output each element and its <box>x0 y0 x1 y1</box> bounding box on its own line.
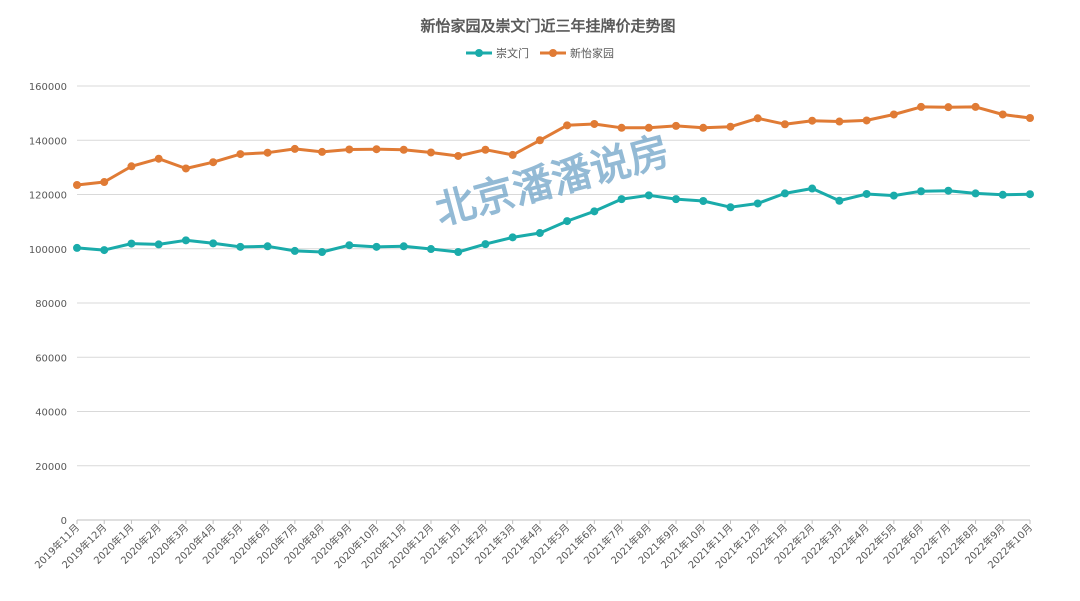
data-point[interactable] <box>345 241 354 250</box>
data-point[interactable] <box>535 229 544 238</box>
data-point[interactable] <box>181 236 190 245</box>
data-point[interactable] <box>753 199 762 208</box>
data-point[interactable] <box>998 110 1007 119</box>
data-point[interactable] <box>399 242 408 251</box>
legend: 崇文门 新怡家园 <box>466 46 614 60</box>
data-point[interactable] <box>290 246 299 255</box>
data-point[interactable] <box>263 148 272 157</box>
svg-text:崇文门: 崇文门 <box>496 46 529 60</box>
data-point[interactable] <box>263 242 272 251</box>
data-point[interactable] <box>508 150 517 159</box>
y-tick-label: 140000 <box>29 136 67 147</box>
legend-marker-icon <box>549 49 557 57</box>
data-point[interactable] <box>481 240 490 249</box>
y-axis: 0 20000 40000 60000 80000 100000 120000 140000 1… <box>29 82 67 527</box>
data-point[interactable] <box>944 186 953 195</box>
data-point[interactable] <box>917 102 926 111</box>
legend-marker-icon <box>475 49 483 57</box>
y-tick-label: 60000 <box>35 353 67 364</box>
data-point[interactable] <box>617 123 626 132</box>
data-point[interactable] <box>699 123 708 132</box>
data-point[interactable] <box>399 145 408 154</box>
series-chongwenmen <box>73 184 1034 257</box>
data-point[interactable] <box>672 121 681 130</box>
data-point[interactable] <box>808 184 817 193</box>
data-point[interactable] <box>426 245 435 254</box>
data-point[interactable] <box>617 195 626 204</box>
x-axis: 2019年11月2019年12月2020年1月2020年2月2020年3月202… <box>32 519 1035 571</box>
data-point[interactable] <box>236 242 245 251</box>
data-point[interactable] <box>971 189 980 198</box>
data-point[interactable] <box>508 233 517 242</box>
data-point[interactable] <box>181 164 190 173</box>
data-point[interactable] <box>563 121 572 130</box>
data-point[interactable] <box>753 114 762 123</box>
data-point[interactable] <box>209 239 218 248</box>
chart-title: 新怡家园及崇文门近三年挂牌价走势图 <box>420 17 675 35</box>
data-point[interactable] <box>73 243 81 252</box>
data-point[interactable] <box>780 189 789 198</box>
data-point[interactable] <box>481 145 490 154</box>
data-point[interactable] <box>726 203 735 212</box>
data-point[interactable] <box>372 145 381 154</box>
y-tick-label: 80000 <box>35 299 67 310</box>
data-point[interactable] <box>889 191 898 200</box>
data-point[interactable] <box>672 195 681 204</box>
data-point[interactable] <box>699 197 708 206</box>
data-point[interactable] <box>454 151 463 160</box>
data-point[interactable] <box>998 190 1007 199</box>
data-point[interactable] <box>862 189 871 198</box>
y-tick-label: 100000 <box>29 245 67 256</box>
data-point[interactable] <box>917 187 926 196</box>
data-point[interactable] <box>154 240 163 249</box>
data-point[interactable] <box>780 120 789 129</box>
legend-item-xinyijiayuan[interactable]: 新怡家园 <box>540 46 614 60</box>
data-point[interactable] <box>889 110 898 119</box>
data-point[interactable] <box>1026 190 1034 199</box>
data-point[interactable] <box>236 150 245 159</box>
data-point[interactable] <box>862 116 871 125</box>
data-point[interactable] <box>835 117 844 126</box>
watermark: 北京潘潘说房 <box>431 128 675 235</box>
data-point[interactable] <box>290 144 299 153</box>
data-point[interactable] <box>100 178 109 187</box>
data-point[interactable] <box>644 191 653 200</box>
data-point[interactable] <box>590 207 599 216</box>
data-point[interactable] <box>971 102 980 111</box>
data-point[interactable] <box>318 248 327 257</box>
data-point[interactable] <box>808 116 817 125</box>
legend-item-chongwenmen[interactable]: 崇文门 <box>466 46 529 60</box>
y-tick-label: 40000 <box>35 408 67 419</box>
data-point[interactable] <box>535 136 544 145</box>
data-point[interactable] <box>154 154 163 163</box>
data-point[interactable] <box>73 181 81 190</box>
data-point[interactable] <box>944 103 953 112</box>
y-tick-label: 20000 <box>35 462 67 473</box>
x-tick-label: 2022年10月 <box>985 521 1035 571</box>
svg-text:新怡家园: 新怡家园 <box>570 46 614 60</box>
data-point[interactable] <box>835 196 844 205</box>
data-point[interactable] <box>726 122 735 131</box>
y-tick-label: 120000 <box>29 191 67 202</box>
data-point[interactable] <box>209 158 218 167</box>
series-xinyijiayuan <box>73 102 1034 190</box>
data-point[interactable] <box>590 119 599 128</box>
data-point[interactable] <box>426 148 435 157</box>
y-tick-label: 0 <box>61 516 67 527</box>
data-point[interactable] <box>127 162 136 171</box>
data-point[interactable] <box>372 242 381 251</box>
gridlines <box>77 85 1030 467</box>
data-point[interactable] <box>563 217 572 226</box>
data-point[interactable] <box>127 239 136 248</box>
data-point[interactable] <box>644 123 653 132</box>
data-point[interactable] <box>345 145 354 154</box>
data-point[interactable] <box>318 147 327 156</box>
data-point[interactable] <box>1026 114 1034 123</box>
data-point[interactable] <box>100 246 109 255</box>
y-tick-label: 160000 <box>29 82 67 93</box>
series-lines <box>73 102 1034 257</box>
data-point[interactable] <box>454 248 463 257</box>
